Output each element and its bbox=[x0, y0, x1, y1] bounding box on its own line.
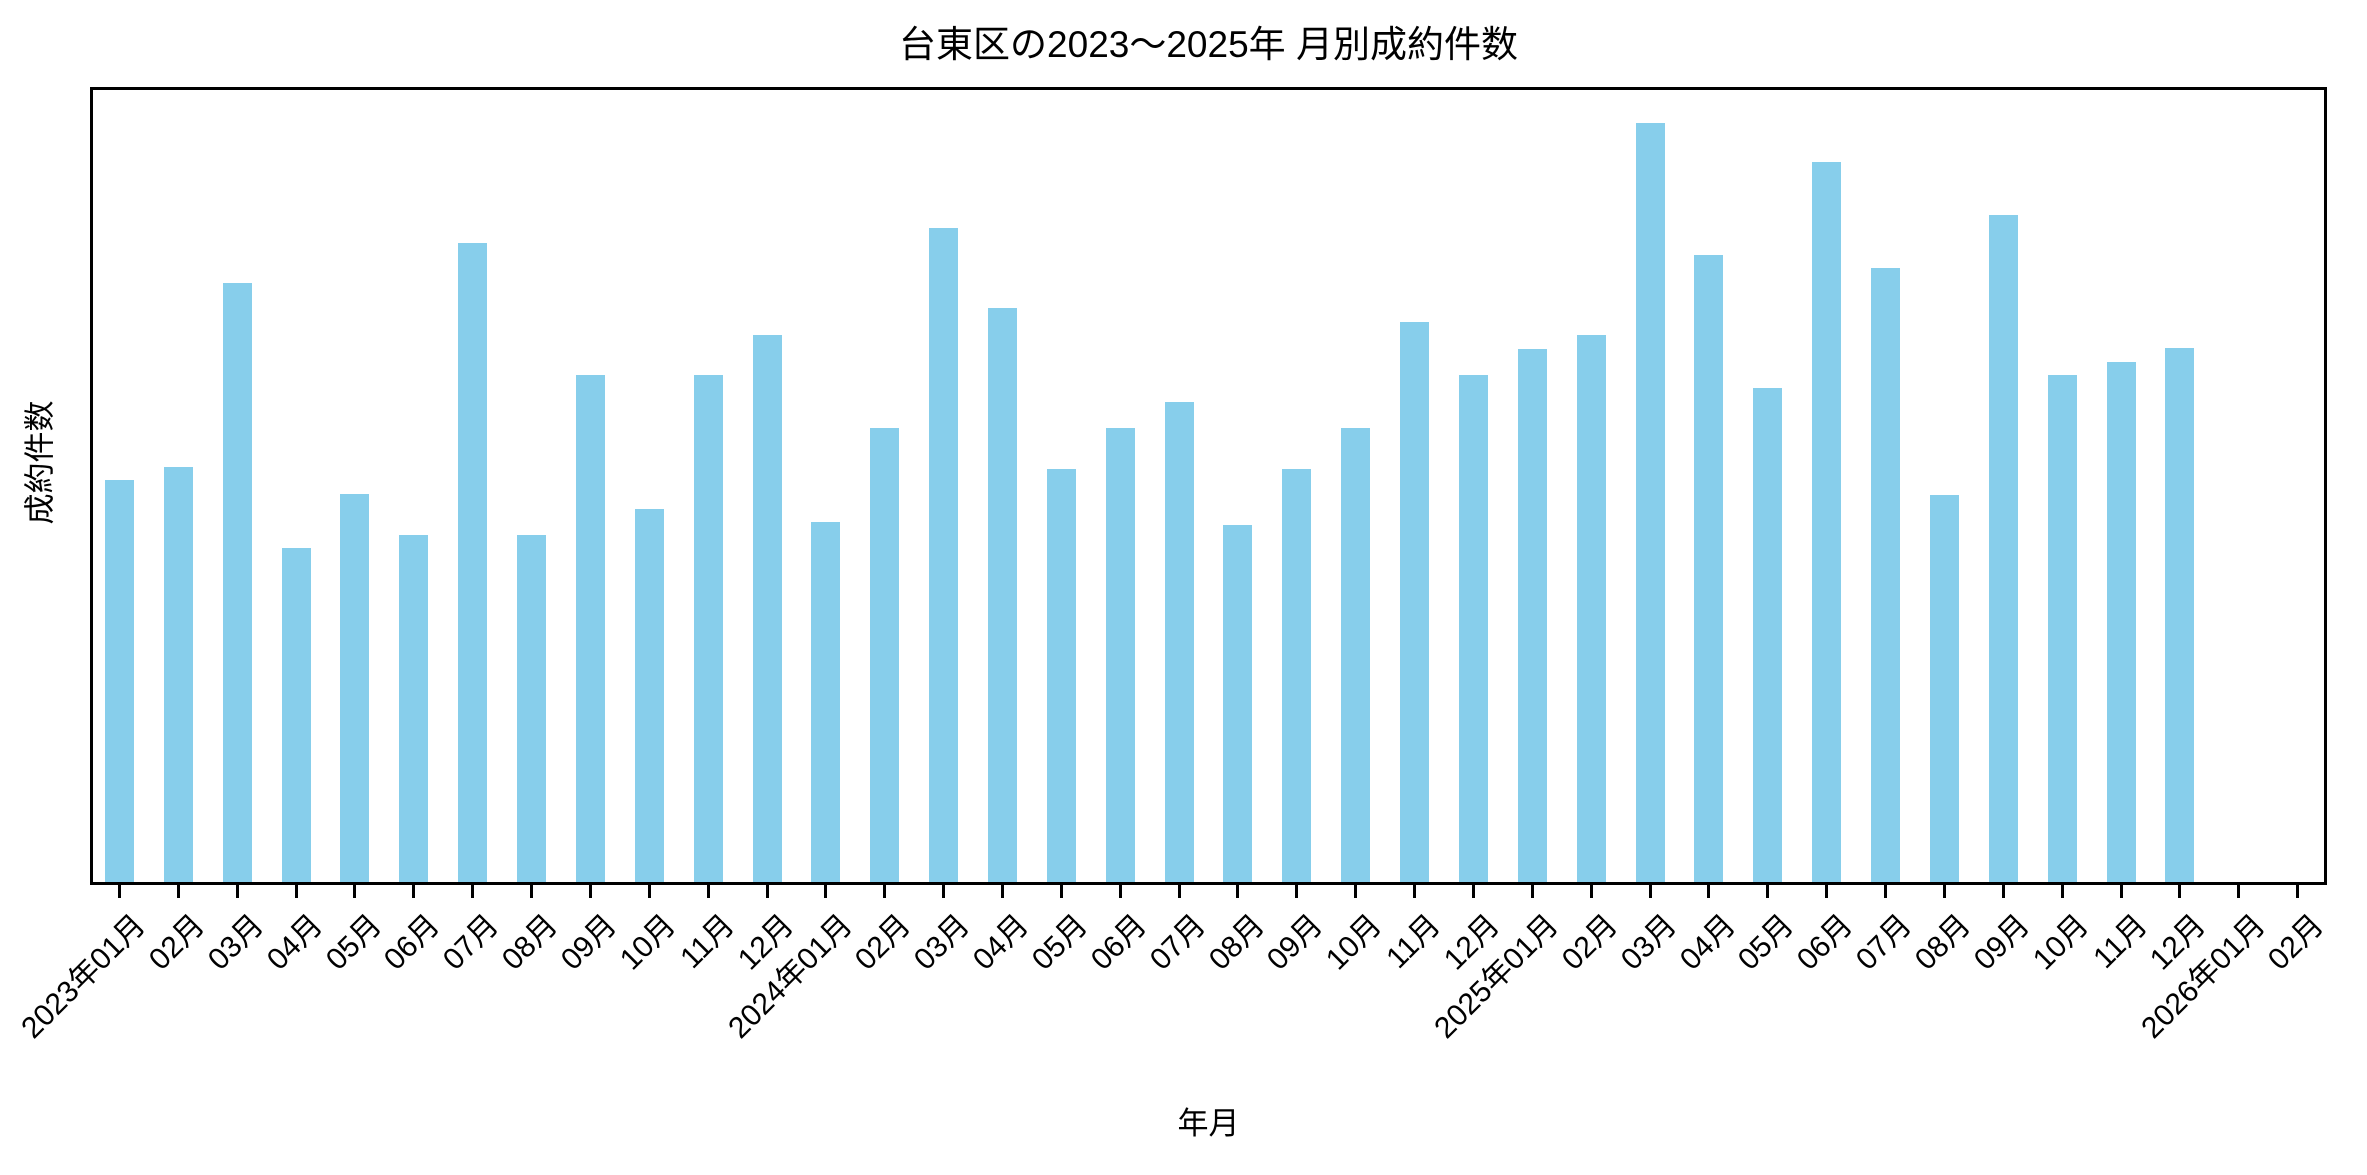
bar-2023-12 bbox=[752, 335, 782, 882]
x-tick-mark bbox=[2001, 885, 2005, 898]
x-tick-mark bbox=[530, 885, 533, 898]
bar-2024-07 bbox=[1164, 402, 1194, 882]
x-tick-mark bbox=[1707, 885, 1711, 898]
plot-area bbox=[90, 87, 2327, 885]
bar-2025-09 bbox=[1988, 215, 2018, 882]
bar-2025-11 bbox=[2106, 362, 2136, 882]
x-tick-mark bbox=[353, 885, 357, 898]
bar-2024-04 bbox=[988, 308, 1017, 882]
x-tick-label: 02月 bbox=[2262, 908, 2331, 977]
x-tick-mark bbox=[294, 885, 298, 898]
bar-2024-05 bbox=[1046, 469, 1076, 882]
x-tick-mark bbox=[1001, 885, 1004, 898]
x-tick-mark bbox=[647, 885, 651, 898]
x-tick-mark bbox=[1589, 885, 1593, 898]
x-tick-mark bbox=[706, 885, 710, 898]
x-tick-mark bbox=[765, 885, 769, 898]
x-tick-mark bbox=[1471, 885, 1475, 898]
bar-2023-03 bbox=[222, 283, 252, 882]
x-tick-mark bbox=[824, 885, 828, 898]
bar-2024-08 bbox=[1223, 525, 1253, 882]
bar-2024-06 bbox=[1105, 428, 1135, 882]
x-tick-mark bbox=[1354, 885, 1358, 898]
x-tick-mark bbox=[2178, 885, 2182, 898]
bar-2025-06 bbox=[1812, 162, 1842, 882]
x-tick-mark bbox=[1942, 885, 1946, 898]
x-tick-mark bbox=[883, 885, 887, 898]
bar-2024-09 bbox=[1282, 469, 1312, 882]
x-tick-mark bbox=[1530, 885, 1534, 898]
x-tick-mark bbox=[942, 885, 946, 898]
x-tick-mark bbox=[176, 885, 180, 898]
x-tick-mark bbox=[1766, 885, 1770, 898]
x-tick-mark bbox=[2237, 885, 2241, 898]
x-tick-mark bbox=[412, 885, 416, 898]
bar-2023-08 bbox=[517, 535, 546, 882]
bar-2023-11 bbox=[693, 375, 723, 882]
bar-2024-03 bbox=[929, 228, 959, 882]
x-tick-mark bbox=[1413, 885, 1416, 898]
bar-2024-11 bbox=[1400, 322, 1429, 882]
bar-2023-10 bbox=[634, 509, 664, 882]
x-tick-mark bbox=[1118, 885, 1122, 898]
x-tick-mark bbox=[588, 885, 592, 898]
bar-2024-12 bbox=[1458, 375, 1488, 882]
x-tick-mark bbox=[2060, 885, 2064, 898]
bar-2024-10 bbox=[1341, 428, 1371, 882]
chart-title: 台東区の2023〜2025年 月別成約件数 bbox=[899, 24, 1518, 65]
bar-2023-02 bbox=[163, 467, 193, 882]
x-tick-mark bbox=[2296, 885, 2300, 898]
bar-2024-01 bbox=[811, 522, 841, 882]
bar-2023-04 bbox=[281, 548, 311, 882]
bar-2023-09 bbox=[575, 375, 605, 882]
x-tick-mark bbox=[1884, 885, 1887, 898]
x-tick-mark bbox=[235, 885, 239, 898]
bar-2025-04 bbox=[1694, 255, 1724, 882]
bar-2025-03 bbox=[1635, 123, 1665, 882]
x-tick-label: 2023年01月 bbox=[15, 908, 153, 1045]
x-tick-mark bbox=[1059, 885, 1063, 898]
bar-2023-05 bbox=[340, 494, 370, 882]
bar-2025-08 bbox=[1929, 495, 1959, 882]
bar-2025-07 bbox=[1871, 268, 1900, 882]
x-tick-mark bbox=[1648, 885, 1652, 898]
bar-2025-12 bbox=[2165, 348, 2195, 882]
x-tick-mark bbox=[471, 885, 475, 898]
bar-2025-01 bbox=[1517, 349, 1547, 882]
bar-2023-01 bbox=[104, 480, 134, 882]
x-tick-mark bbox=[117, 885, 121, 898]
x-axis-label: 年月 bbox=[1177, 1106, 1240, 1141]
x-tick-mark bbox=[1236, 885, 1240, 898]
bar-2023-06 bbox=[399, 535, 429, 882]
x-tick-mark bbox=[2119, 885, 2123, 898]
bar-2025-10 bbox=[2047, 375, 2077, 882]
x-tick-mark bbox=[1177, 885, 1181, 898]
bar-2025-05 bbox=[1753, 388, 1783, 882]
x-tick-label: 11月 bbox=[674, 908, 741, 975]
x-tick-mark bbox=[1295, 885, 1299, 898]
bar-2024-02 bbox=[870, 428, 900, 882]
bar-2023-07 bbox=[458, 243, 488, 882]
x-tick-mark bbox=[1825, 885, 1829, 898]
y-axis-label: 成約件数 bbox=[22, 400, 58, 525]
bar-2025-02 bbox=[1576, 335, 1606, 882]
